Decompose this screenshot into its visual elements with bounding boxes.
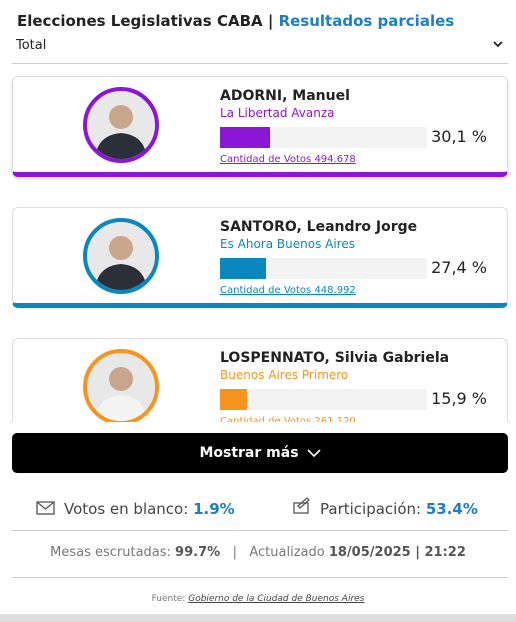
separator: |: [232, 545, 237, 560]
header: Elecciones Legislativas CABA | Resultado…: [17, 12, 454, 30]
filter[interactable]: Total: [16, 38, 47, 53]
candidate-name: ADORNI, Manuel: [220, 88, 350, 104]
chevron: [306, 449, 321, 458]
votes-link[interactable]: Cantidad de Votos 261.120: [220, 416, 356, 422]
blank-votes: Votos en blanco: 1.9%: [64, 500, 235, 518]
button-label: Mostrar más: [199, 445, 299, 461]
divider: [12, 530, 508, 531]
source-label: Fuente:: [151, 594, 186, 604]
candidate-name: LOSPENNATO, Silvia Gabriela: [220, 350, 450, 366]
candidate-photo: [83, 349, 159, 422]
source: Fuente: Gobierno de la Ciudad de Buenos …: [0, 594, 516, 604]
bottom-bar: [0, 614, 516, 622]
updated-value: 18/05/2025 | 21:22: [328, 545, 466, 560]
bar: [220, 127, 271, 148]
dropdown-chevron[interactable]: [492, 38, 504, 50]
blank-label: Votos en blanco:: [64, 500, 189, 518]
avatar: [95, 105, 147, 159]
updated-label: Actualizado: [249, 545, 325, 560]
avatar: [95, 236, 147, 290]
tables-value: 99.7%: [175, 545, 221, 560]
party-name: Es Ahora Buenos Aires: [220, 237, 355, 251]
avatar: [95, 367, 147, 421]
blank-value: 1.9%: [193, 500, 235, 518]
votes-link[interactable]: Cantidad de Votos 494.678: [220, 154, 356, 165]
votes-link[interactable]: Cantidad de Votos 448.992: [220, 285, 356, 296]
bar-track: [220, 127, 427, 148]
percent: 27,4 %: [431, 258, 487, 277]
bar: [220, 389, 247, 410]
ballot-icon: [293, 497, 310, 514]
bar-track: [220, 258, 427, 279]
meta: Mesas escrutadas: 99.7% | Actualizado 18…: [0, 545, 516, 560]
candidate-photo: [83, 218, 159, 294]
tables-label: Mesas escrutadas:: [50, 545, 171, 560]
candidate-name: SANTORO, Leandro Jorge: [220, 219, 418, 235]
bar-track: [220, 389, 427, 410]
candidate-list: ADORNI, Manuel La Libertad Avanza 30,1 % Ca…: [0, 66, 516, 422]
candidate-card: SANTORO, Leandro Jorge Es Ahora Buenos Ai…: [12, 207, 508, 308]
participation-label: Participación:: [320, 500, 422, 518]
show-more-button[interactable]: Mostrar más: [12, 433, 508, 473]
divider: [12, 63, 508, 64]
party-name: Buenos Aires Primero: [220, 368, 349, 382]
subtitle: Resultados parciales: [278, 12, 455, 30]
party-name: La Libertad Avanza: [220, 106, 335, 120]
bar: [220, 258, 266, 279]
participation-value: 53.4%: [425, 500, 478, 518]
envelope-icon: [36, 501, 55, 515]
divider: [12, 577, 508, 578]
percent: 30,1 %: [431, 127, 487, 146]
candidate-card: LOSPENNATO, Silvia Gabriela Buenos Aires …: [12, 338, 508, 422]
title: Elecciones Legislativas CABA: [17, 12, 263, 30]
candidate-card: ADORNI, Manuel La Libertad Avanza 30,1 % Ca…: [12, 76, 508, 177]
percent: 15,9 %: [431, 389, 487, 408]
participation: Participación: 53.4%: [320, 500, 478, 518]
separator: |: [267, 12, 274, 30]
candidate-photo: [83, 87, 159, 163]
source-link[interactable]: Gobierno de la Ciudad de Buenos Aires: [188, 594, 365, 604]
